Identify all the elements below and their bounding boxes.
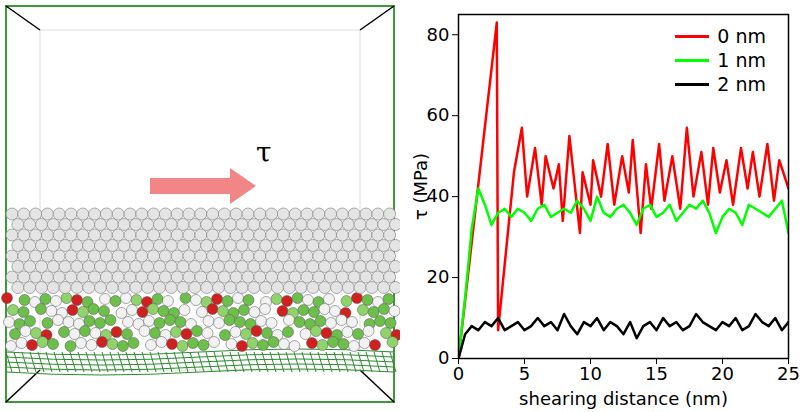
svg-text:20: 20: [711, 363, 734, 384]
svg-text:20: 20: [427, 266, 450, 287]
html-text:2 nm: 2 nm: [717, 73, 766, 95]
svg-text:15: 15: [645, 363, 668, 384]
svg-text:25: 25: [777, 363, 800, 384]
svg-text:40: 40: [426, 185, 450, 207]
html-text:1 nm: 1 nm: [717, 49, 766, 71]
svg-text:τ: τ: [256, 136, 272, 169]
svg-text:0: 0: [453, 363, 464, 384]
svg-text:τ (MPa): τ (MPa): [410, 153, 431, 220]
svg-text:60: 60: [427, 104, 450, 125]
svg-text:10: 10: [579, 363, 602, 384]
svg-text:0: 0: [438, 347, 449, 368]
svg-text:80: 80: [427, 23, 450, 44]
html-text:0 nm: 0 nm: [717, 25, 766, 47]
svg-text:5: 5: [519, 363, 530, 384]
svg-text:shearing distance (nm): shearing distance (nm): [519, 388, 728, 409]
